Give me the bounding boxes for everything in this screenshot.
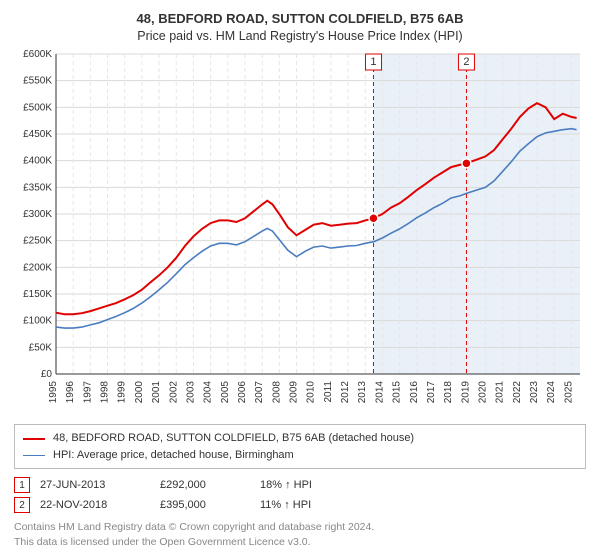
svg-text:2012: 2012 bbox=[340, 381, 351, 404]
svg-text:1998: 1998 bbox=[100, 381, 111, 404]
svg-text:2023: 2023 bbox=[529, 381, 540, 404]
svg-text:1999: 1999 bbox=[117, 381, 128, 404]
svg-text:2024: 2024 bbox=[546, 381, 557, 404]
svg-text:2017: 2017 bbox=[426, 381, 437, 404]
svg-text:1996: 1996 bbox=[65, 381, 76, 404]
title-line-2: Price paid vs. HM Land Registry's House … bbox=[14, 28, 586, 45]
legend-swatch-1 bbox=[23, 438, 45, 440]
svg-text:2003: 2003 bbox=[185, 381, 196, 404]
svg-text:2001: 2001 bbox=[151, 381, 162, 404]
svg-text:2010: 2010 bbox=[306, 381, 317, 404]
svg-text:£500K: £500K bbox=[23, 103, 52, 114]
svg-text:£600K: £600K bbox=[23, 49, 52, 60]
svg-text:2005: 2005 bbox=[220, 381, 231, 404]
svg-text:2009: 2009 bbox=[289, 381, 300, 404]
sale-delta: 18% ↑ HPI bbox=[260, 475, 322, 495]
svg-text:1997: 1997 bbox=[82, 381, 93, 404]
svg-text:2025: 2025 bbox=[563, 381, 574, 404]
sales-table: 1 27-JUN-2013 £292,000 18% ↑ HPI 2 22-NO… bbox=[14, 475, 586, 515]
svg-text:£550K: £550K bbox=[23, 76, 52, 87]
svg-text:2015: 2015 bbox=[392, 381, 403, 404]
svg-text:1: 1 bbox=[370, 56, 376, 68]
sale-marker-box: 2 bbox=[14, 497, 30, 513]
footer: Contains HM Land Registry data © Crown c… bbox=[14, 520, 586, 548]
svg-text:2018: 2018 bbox=[443, 381, 454, 404]
svg-text:£150K: £150K bbox=[23, 289, 52, 300]
svg-text:1995: 1995 bbox=[48, 381, 59, 404]
sale-price: £395,000 bbox=[160, 495, 260, 515]
legend-swatch-2 bbox=[23, 455, 45, 456]
svg-text:2006: 2006 bbox=[237, 381, 248, 404]
legend-row: 48, BEDFORD ROAD, SUTTON COLDFIELD, B75 … bbox=[23, 430, 577, 447]
legend: 48, BEDFORD ROAD, SUTTON COLDFIELD, B75 … bbox=[14, 424, 586, 469]
svg-text:2002: 2002 bbox=[168, 381, 179, 404]
legend-row: HPI: Average price, detached house, Birm… bbox=[23, 447, 577, 464]
svg-text:£350K: £350K bbox=[23, 183, 52, 194]
svg-text:2004: 2004 bbox=[203, 381, 214, 404]
chart: £0 £50K £100K £150K £200K £250K £300K £350K £400… bbox=[14, 48, 586, 418]
svg-text:2020: 2020 bbox=[478, 381, 489, 404]
svg-text:2: 2 bbox=[463, 56, 469, 68]
chart-titles: 48, BEDFORD ROAD, SUTTON COLDFIELD, B75 … bbox=[14, 10, 586, 44]
sale-row: 1 27-JUN-2013 £292,000 18% ↑ HPI bbox=[14, 475, 322, 495]
svg-text:£300K: £300K bbox=[23, 209, 52, 220]
svg-text:£50K: £50K bbox=[29, 343, 53, 354]
title-line-1: 48, BEDFORD ROAD, SUTTON COLDFIELD, B75 … bbox=[14, 10, 586, 28]
footer-line-2: This data is licensed under the Open Gov… bbox=[14, 535, 586, 549]
svg-text:2007: 2007 bbox=[254, 381, 265, 404]
svg-text:2022: 2022 bbox=[512, 381, 523, 404]
svg-text:£250K: £250K bbox=[23, 236, 52, 247]
sale-date: 22-NOV-2018 bbox=[40, 495, 160, 515]
legend-label-1: 48, BEDFORD ROAD, SUTTON COLDFIELD, B75 … bbox=[53, 430, 414, 447]
svg-text:2014: 2014 bbox=[374, 381, 385, 404]
svg-text:£200K: £200K bbox=[23, 263, 52, 274]
svg-text:2016: 2016 bbox=[409, 381, 420, 404]
sale-row: 2 22-NOV-2018 £395,000 11% ↑ HPI bbox=[14, 495, 322, 515]
sale-delta: 11% ↑ HPI bbox=[260, 495, 322, 515]
page: 48, BEDFORD ROAD, SUTTON COLDFIELD, B75 … bbox=[0, 0, 600, 560]
sale-date: 27-JUN-2013 bbox=[40, 475, 160, 495]
svg-text:2000: 2000 bbox=[134, 381, 145, 404]
svg-text:2021: 2021 bbox=[495, 381, 506, 404]
svg-text:2008: 2008 bbox=[271, 381, 282, 404]
svg-text:£400K: £400K bbox=[23, 156, 52, 167]
svg-text:£450K: £450K bbox=[23, 129, 52, 140]
footer-line-1: Contains HM Land Registry data © Crown c… bbox=[14, 520, 586, 534]
sale-price: £292,000 bbox=[160, 475, 260, 495]
sale-marker-box: 1 bbox=[14, 477, 30, 493]
svg-text:£0: £0 bbox=[41, 369, 53, 380]
chart-svg: £0 £50K £100K £150K £200K £250K £300K £350K £400… bbox=[14, 48, 586, 418]
svg-text:2013: 2013 bbox=[357, 381, 368, 404]
svg-text:2011: 2011 bbox=[323, 381, 334, 403]
svg-text:£100K: £100K bbox=[23, 316, 52, 327]
svg-text:2019: 2019 bbox=[460, 381, 471, 404]
legend-label-2: HPI: Average price, detached house, Birm… bbox=[53, 447, 294, 464]
